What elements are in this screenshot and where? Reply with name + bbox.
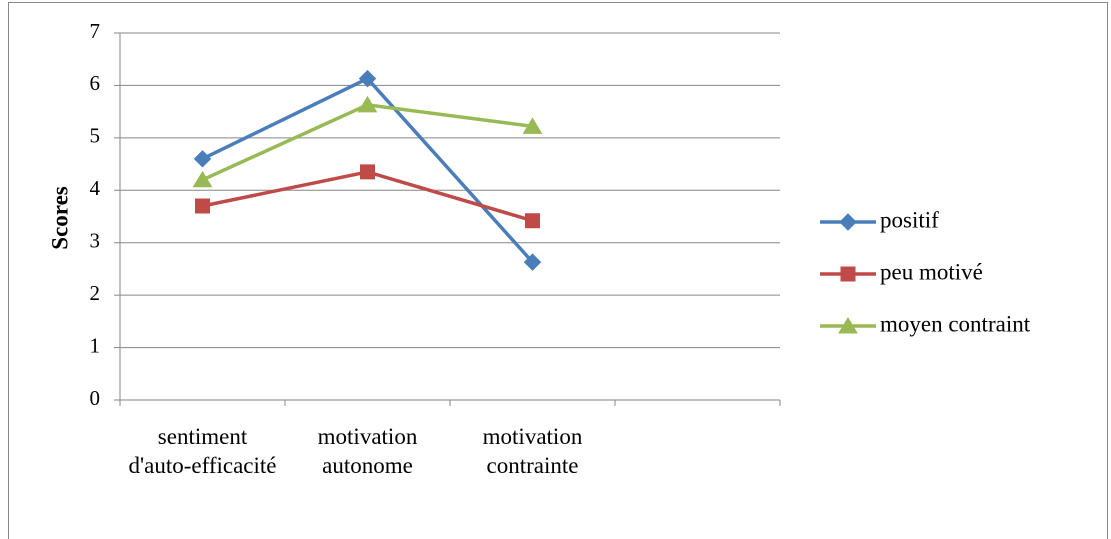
x-tick-label: motivation autonome [317,424,418,478]
data-point [525,213,540,229]
chart-border [8,2,1108,539]
legend-label: positif [880,207,939,232]
y-tick-label: 7 [90,19,101,43]
x-tick-label: motivation contrainte [482,424,583,478]
data-point [522,117,543,134]
x-tick-label: sentiment d'auto-efficacité [128,424,277,478]
data-point [360,164,375,180]
y-tick-label: 5 [90,124,101,148]
legend-marker [838,317,858,334]
data-point [195,198,210,214]
y-axis-label: Scores [47,186,72,250]
data-point [192,170,213,188]
legend-marker [839,213,857,231]
y-tick-label: 1 [90,333,101,357]
data-point [523,253,542,271]
y-tick-label: 6 [90,71,101,95]
legend-label: moyen contraint [880,311,1031,336]
data-point [358,69,377,88]
y-tick-label: 0 [90,386,101,410]
legend-label: peu motivé [880,259,983,284]
y-tick-label: 2 [90,281,101,305]
legend-marker [840,266,856,282]
y-tick-label: 3 [90,229,101,253]
data-point [193,150,212,168]
data-point [357,95,378,113]
y-tick-label: 4 [90,176,101,200]
